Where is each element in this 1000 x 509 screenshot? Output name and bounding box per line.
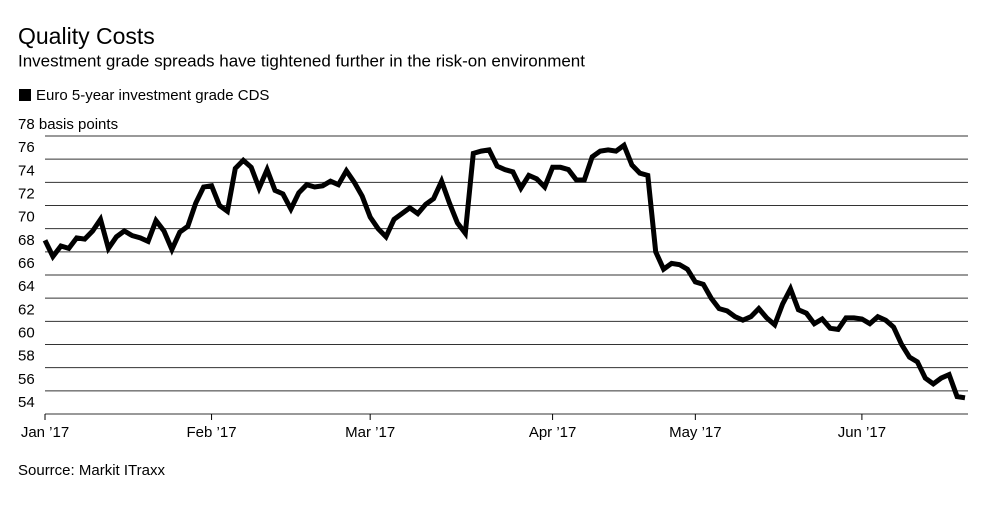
- y-tick-label: 78 basis points: [18, 116, 118, 133]
- legend-swatch: [19, 89, 31, 101]
- legend-label: Euro 5-year investment grade CDS: [36, 87, 269, 104]
- x-tick-label: Feb ’17: [187, 424, 237, 441]
- x-tick-label: Jun ’17: [838, 424, 886, 441]
- y-tick-label: 62: [18, 301, 35, 318]
- y-tick-label: 54: [18, 394, 35, 411]
- x-tick-label: Apr ’17: [529, 424, 577, 441]
- y-tick-label: 68: [18, 232, 35, 249]
- y-tick-label: 64: [18, 278, 35, 295]
- y-tick-label: 72: [18, 185, 35, 202]
- x-tick-label: Jan ’17: [21, 424, 69, 441]
- x-tick-label: Mar ’17: [345, 424, 395, 441]
- source: Sourrce: Markit ITraxx: [18, 462, 165, 479]
- data-line: [42, 141, 966, 401]
- y-tick-label: 76: [18, 139, 35, 156]
- y-tick-label: 74: [18, 162, 35, 179]
- chart-subtitle: Investment grade spreads have tightened …: [18, 51, 585, 70]
- x-tick-label: May ’17: [669, 424, 722, 441]
- y-tick-label: 58: [18, 348, 35, 365]
- y-tick-label: 60: [18, 324, 35, 341]
- y-tick-label: 56: [18, 371, 35, 388]
- y-tick-label: 70: [18, 209, 35, 226]
- y-tick-label: 66: [18, 255, 35, 272]
- chart-title: Quality Costs: [18, 23, 155, 49]
